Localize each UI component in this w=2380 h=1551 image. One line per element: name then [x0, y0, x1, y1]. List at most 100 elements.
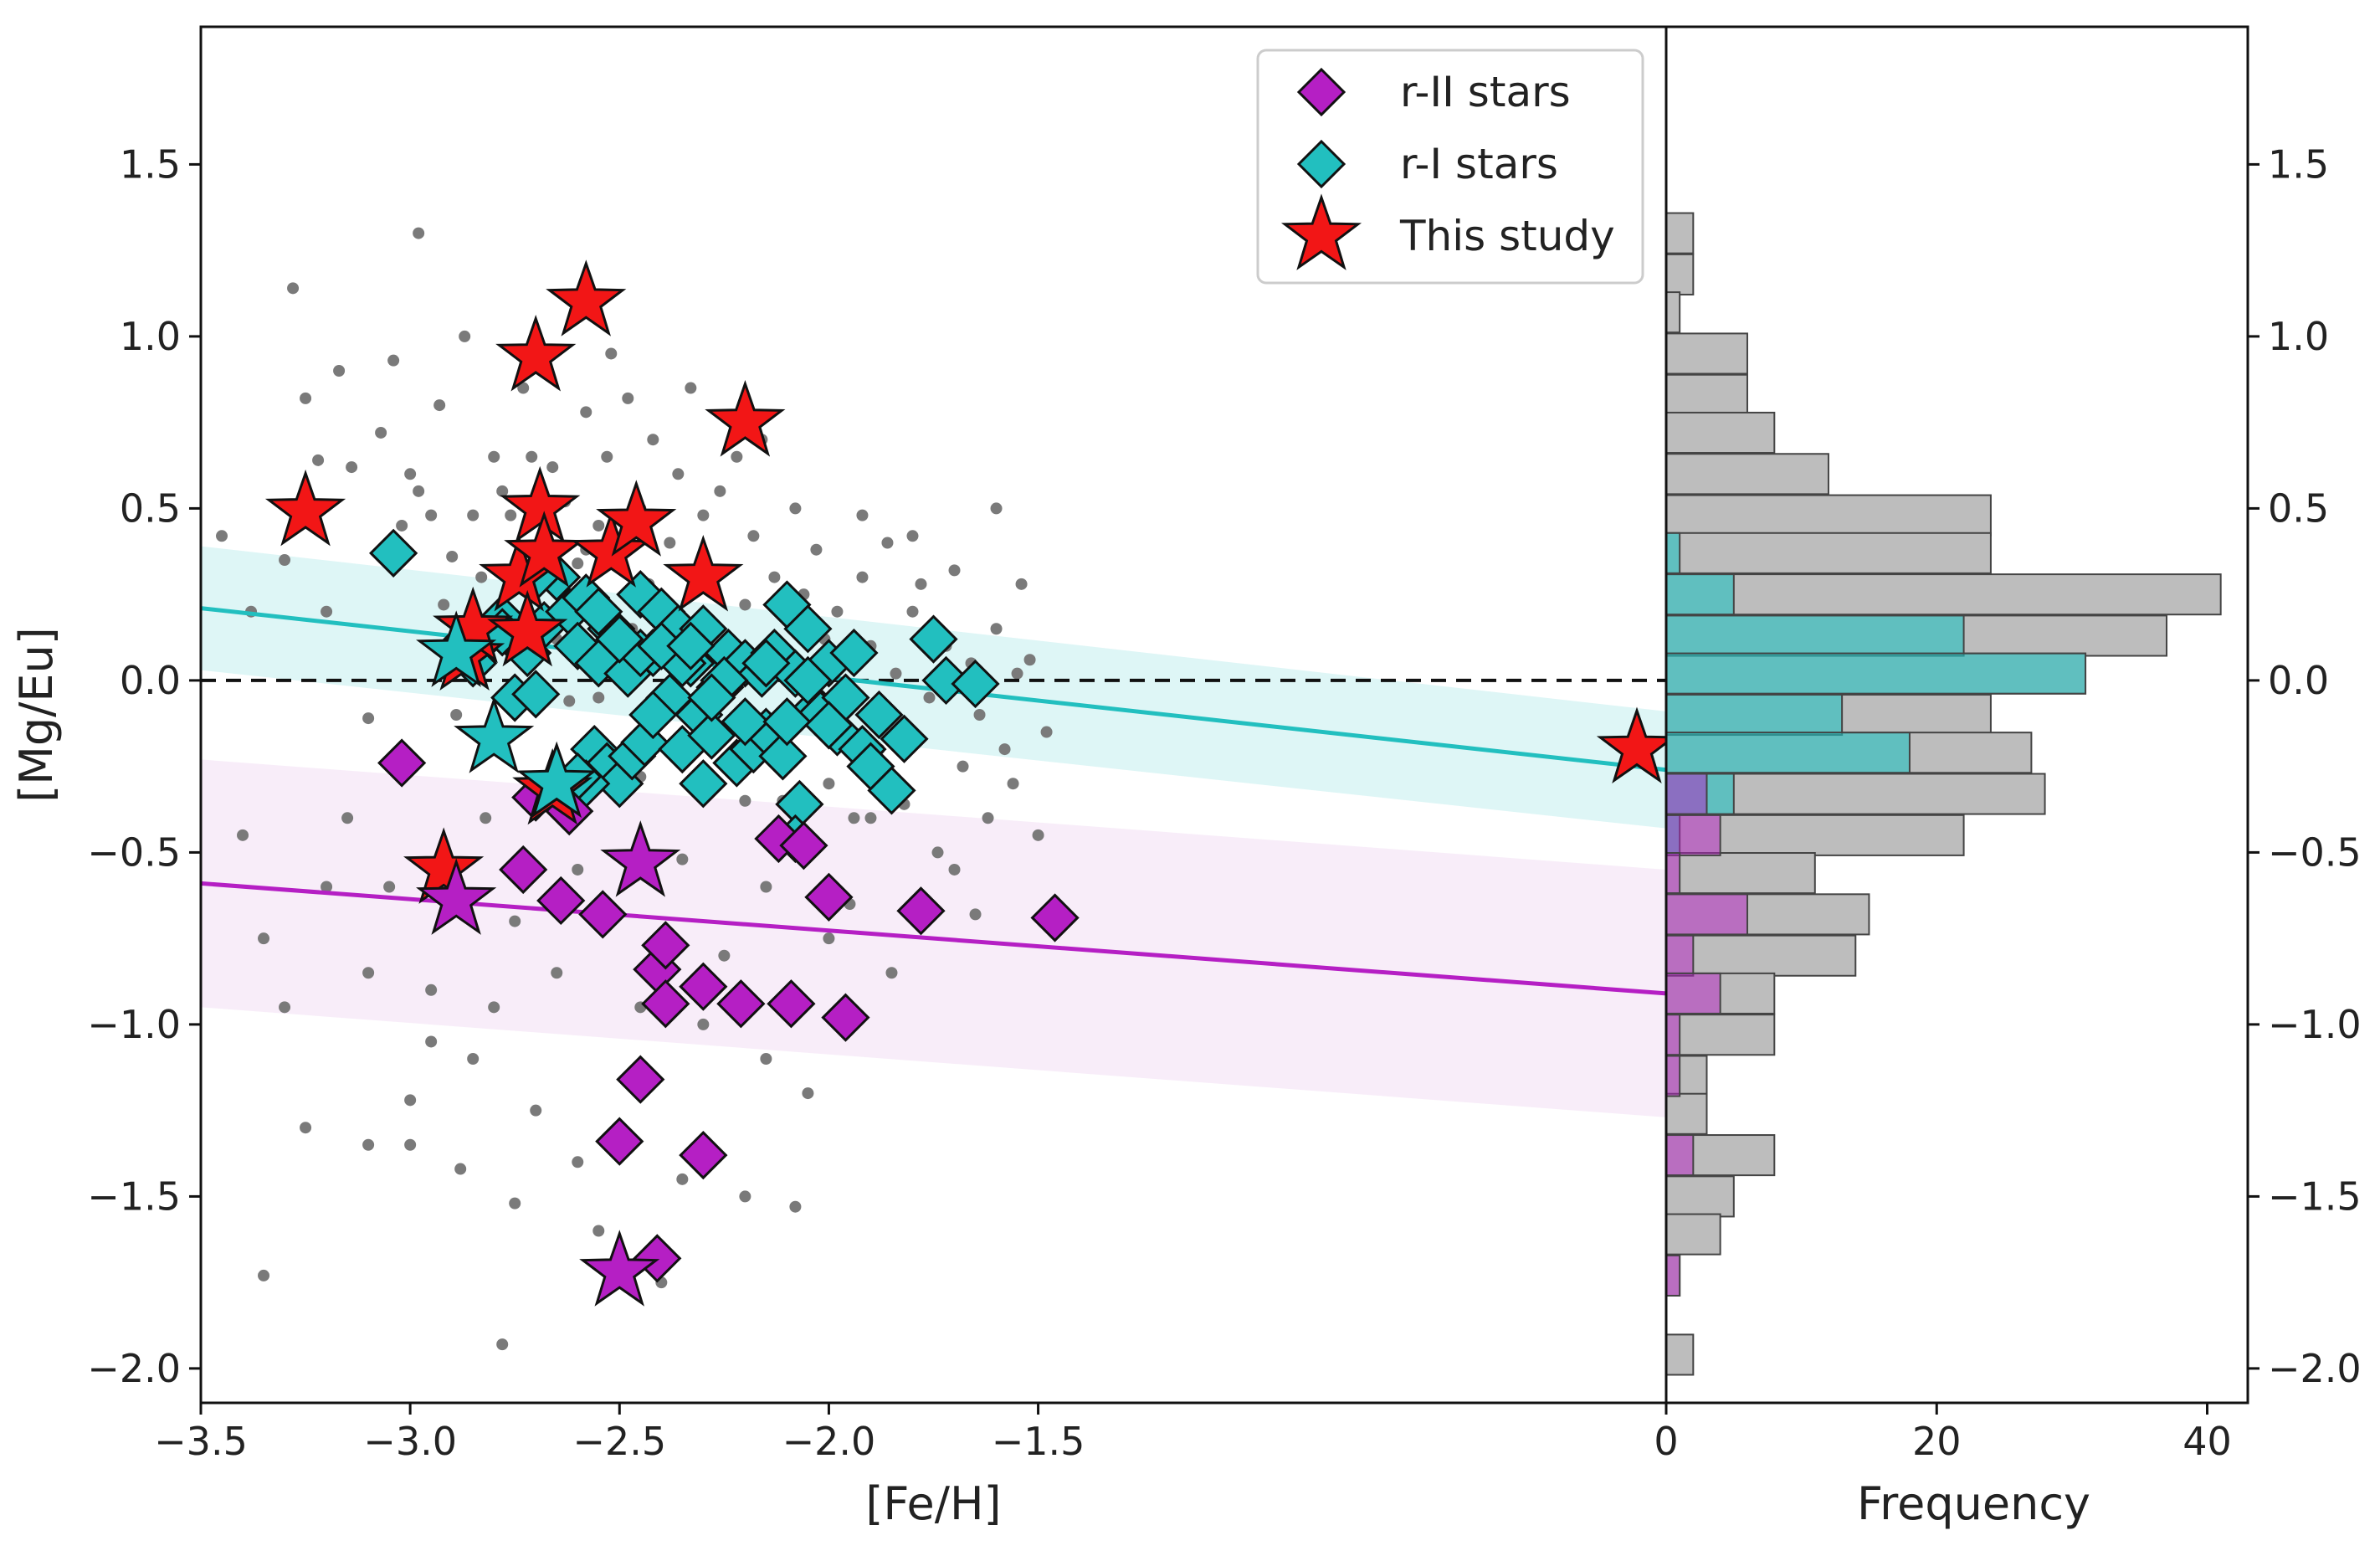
- background-point: [856, 509, 869, 521]
- background-point: [885, 967, 898, 979]
- study-star: [403, 827, 485, 904]
- histogram-bar: [1665, 773, 1708, 815]
- background-point: [592, 1225, 605, 1237]
- histogram-bar: [1665, 1175, 1735, 1218]
- background-point: [346, 461, 358, 474]
- y-tick-label: −0.5: [87, 829, 181, 875]
- background-point: [739, 794, 751, 807]
- histogram-x-tick-label: 20: [1912, 1419, 1962, 1464]
- histogram-bar: [1665, 453, 1829, 496]
- background-point: [572, 557, 584, 570]
- histogram-bar: [1665, 1333, 1695, 1376]
- r-II-point: [633, 1234, 682, 1283]
- background-point: [931, 846, 944, 859]
- background-point: [467, 1053, 480, 1065]
- background-point: [731, 450, 743, 463]
- r-II-point: [641, 921, 690, 970]
- r-I-point: [369, 528, 418, 578]
- r-II-point: [616, 1055, 665, 1104]
- study-star: [495, 315, 577, 392]
- histogram-bar: [1665, 1092, 1708, 1135]
- background-point: [425, 509, 438, 521]
- histogram-bar: [1665, 934, 1695, 977]
- background-point: [973, 709, 986, 721]
- r-II-point: [578, 890, 628, 939]
- background-point: [496, 1338, 509, 1351]
- r-I-point: [880, 714, 929, 763]
- x-tick-label: −3.0: [363, 1419, 457, 1464]
- background-point: [300, 392, 312, 404]
- study-star: [516, 741, 598, 819]
- background-point: [279, 554, 291, 567]
- y-tick-label: 1.5: [120, 141, 181, 187]
- background-point: [1040, 726, 1053, 738]
- r-I-point: [909, 614, 958, 664]
- legend-label: This study: [1399, 212, 1615, 260]
- background-point: [676, 853, 689, 865]
- background-point: [321, 881, 333, 893]
- background-point: [831, 605, 844, 618]
- background-point: [551, 967, 563, 979]
- background-point: [823, 778, 835, 790]
- background-point: [1007, 778, 1019, 790]
- r-I-point: [854, 690, 904, 740]
- background-point: [622, 392, 634, 404]
- r-II-point: [716, 979, 766, 1029]
- background-point: [592, 691, 605, 704]
- histogram-bar: [1665, 1254, 1681, 1297]
- r-I-point: [620, 717, 669, 768]
- r-I-point: [741, 639, 791, 688]
- histogram-bar: [1665, 373, 1748, 416]
- background-point: [580, 406, 592, 419]
- r-I-point: [721, 697, 770, 747]
- r-II-point: [821, 993, 870, 1042]
- y-axis-title: [Mg/Eu]: [10, 627, 63, 803]
- r-II-point: [679, 962, 728, 1011]
- histogram-bar: [1665, 972, 1721, 1014]
- histogram-y-tick-label: −1.0: [2268, 1002, 2362, 1047]
- r-I-point: [687, 673, 736, 722]
- background-point: [948, 863, 961, 876]
- background-point: [572, 1156, 584, 1168]
- background-point: [747, 530, 760, 542]
- y-tick-label: −2.0: [87, 1346, 181, 1391]
- background-point: [404, 1138, 417, 1151]
- background-point: [714, 485, 726, 497]
- x-axis-title: [Fe/H]: [865, 1477, 1001, 1530]
- legend-marker: [1296, 139, 1346, 189]
- study-star: [1596, 706, 1678, 783]
- background-point: [906, 530, 919, 542]
- histogram-bar: [1665, 291, 1681, 334]
- background-point: [526, 450, 538, 463]
- histogram-x-tick-label: 0: [1654, 1419, 1678, 1464]
- r-II-point: [679, 1130, 728, 1180]
- background-point: [848, 812, 860, 824]
- background-point: [1015, 578, 1028, 590]
- histogram-bar: [1665, 1134, 1695, 1177]
- r-II-point: [804, 872, 854, 922]
- background-point: [739, 598, 751, 611]
- background-point: [890, 667, 902, 680]
- background-point: [864, 812, 877, 824]
- y-tick-label: −1.5: [87, 1174, 181, 1219]
- background-point: [789, 502, 802, 515]
- background-point: [287, 282, 300, 295]
- background-point: [300, 1122, 312, 1134]
- axes: [199, 25, 2249, 1405]
- background-point: [957, 760, 969, 773]
- background-point: [768, 571, 781, 583]
- histogram-bar: [1665, 332, 1748, 375]
- histogram-bar: [1665, 253, 1695, 295]
- background-point: [387, 354, 400, 367]
- r-I-point: [666, 621, 716, 670]
- study-star: [264, 469, 346, 547]
- y-tick-label: −1.0: [87, 1002, 181, 1047]
- background-point: [802, 1087, 814, 1100]
- histogram-y-tick-label: −1.5: [2268, 1174, 2362, 1219]
- background-point: [676, 1173, 689, 1185]
- study-star: [416, 610, 497, 687]
- r-II-point: [1030, 893, 1080, 942]
- background-point: [488, 1001, 500, 1014]
- background-point: [505, 509, 517, 521]
- r-I-point: [762, 697, 812, 747]
